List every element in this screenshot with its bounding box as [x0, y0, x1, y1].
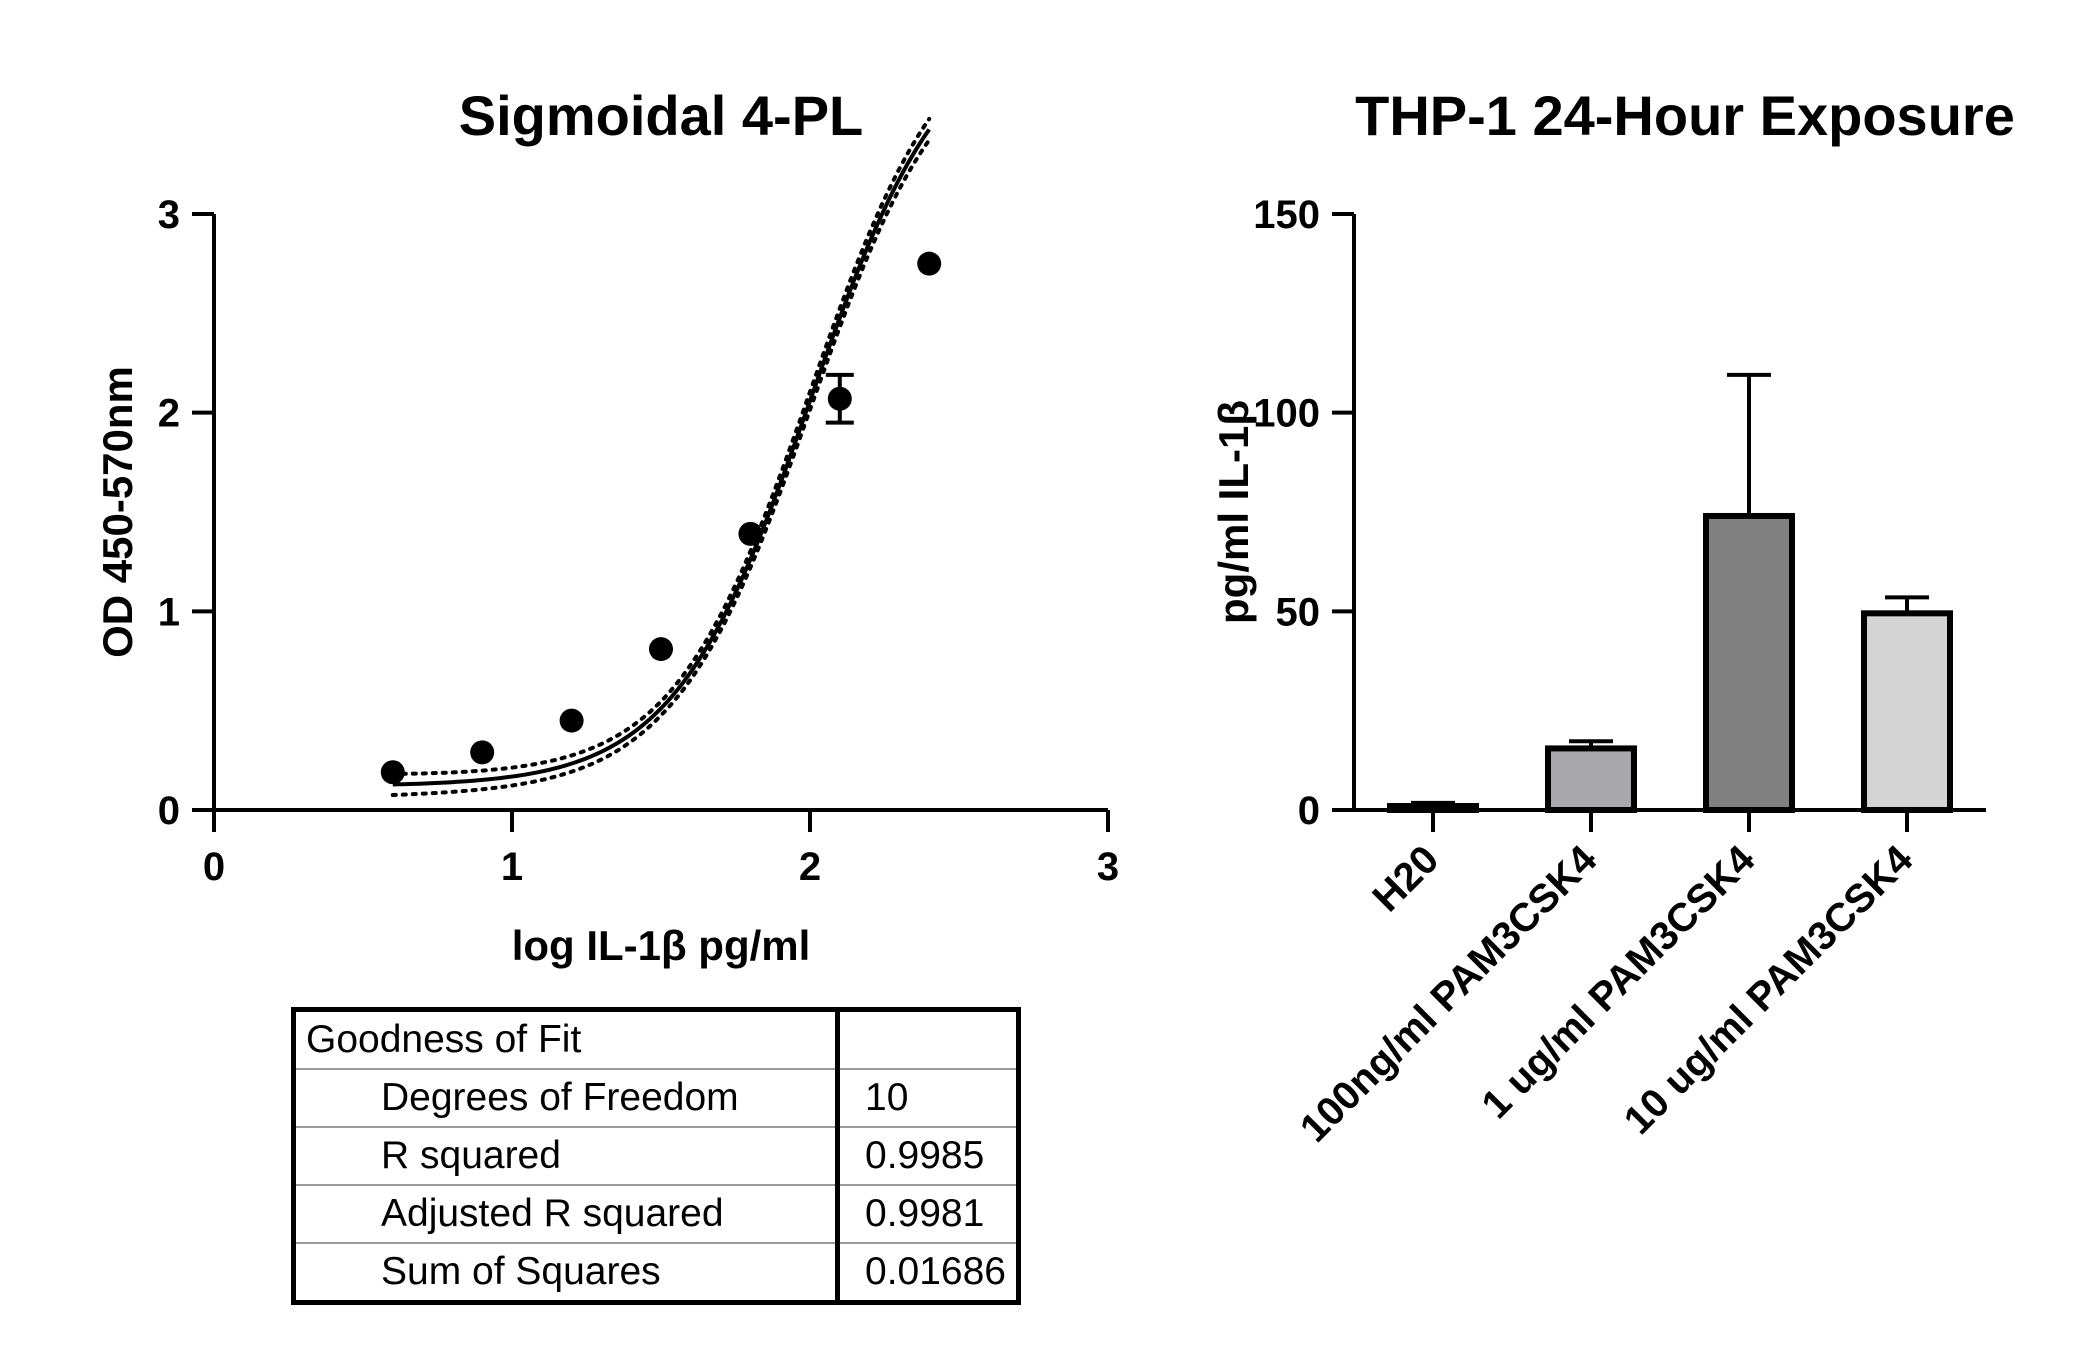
sigmoid-data-point [380, 760, 405, 785]
table-row: Adjusted R squared 0.9981 [292, 1184, 1020, 1244]
sigmoid-y-axis-label: OD 450-570nm [94, 366, 141, 658]
bar [1387, 803, 1479, 814]
fit-label: Degrees of Freedom [292, 1068, 841, 1128]
sigmoid-data-point [738, 521, 763, 546]
bar-chart: THP-1 24-Hour Exposure pg/ml IL-1β 0 50 10… [1210, 84, 2015, 1151]
bar-y-tick-label: 150 [1253, 193, 1320, 237]
bar-y-axis-label: pg/ml IL-1β [1210, 400, 1257, 624]
bar [1703, 512, 1795, 813]
bar [1545, 745, 1637, 813]
table-row: Degrees of Freedom 10 [292, 1068, 1020, 1128]
table-header: Goodness of Fit [292, 1008, 841, 1070]
sigmoid-lower-band [390, 138, 932, 797]
sigmoid-chart: Sigmoidal 4-PL OD 450-570nm log IL-1β pg… [94, 84, 1119, 969]
bar-y-tick-label: 50 [1276, 590, 1321, 634]
sigmoid-points [380, 251, 942, 785]
bar-category-label: 100ng/ml PAM3CSK4 [1292, 837, 1606, 1151]
bar-category-label: 10 ug/ml PAM3CSK4 [1616, 837, 1922, 1143]
sigmoid-confidence-band [390, 116, 932, 797]
fit-value: 0.9981 [836, 1184, 1020, 1244]
fit-label: Sum of Squares [292, 1242, 841, 1304]
sigmoid-axes: 0 1 2 3 0 1 2 3 [158, 193, 1119, 889]
bar-y-tick-label: 100 [1253, 392, 1320, 436]
sigmoid-data-point [827, 386, 852, 411]
sigmoid-data-point [649, 637, 673, 662]
bar-y-tick-label: 0 [1298, 789, 1320, 833]
sigmoid-y-tick-label: 0 [158, 789, 180, 833]
table-header-empty [836, 1008, 1020, 1070]
sigmoid-upper-band [390, 116, 932, 776]
sigmoid-chart-title: Sigmoidal 4-PL [459, 84, 864, 147]
table-row: Goodness of Fit [292, 1008, 1020, 1070]
sigmoid-x-tick-label: 2 [799, 845, 821, 889]
bar-chart-title: THP-1 24-Hour Exposure [1355, 84, 2015, 147]
bar-series [1387, 372, 1953, 814]
sigmoid-y-tick-label: 2 [158, 392, 180, 436]
sigmoid-y-tick-label: 1 [158, 590, 180, 634]
sigmoid-x-tick-label: 1 [501, 845, 523, 889]
table-row: R squared 0.9985 [292, 1126, 1020, 1186]
sigmoid-data-point [470, 740, 495, 765]
sigmoid-x-tick-label: 3 [1097, 845, 1119, 889]
fit-value: 10 [836, 1068, 1020, 1128]
sigmoid-data-point [917, 251, 942, 276]
fit-label: R squared [292, 1126, 841, 1186]
fit-value: 0.01686 [836, 1242, 1020, 1304]
sigmoid-fit-curve [392, 128, 931, 787]
goodness-of-fit-table: Goodness of Fit Degrees of Freedom 10 R … [291, 1007, 1021, 1305]
sigmoid-x-axis-label: log IL-1β pg/ml [512, 922, 811, 969]
sigmoid-x-tick-label: 0 [203, 845, 225, 889]
bar [1861, 610, 1953, 813]
fit-label: Adjusted R squared [292, 1184, 841, 1244]
sigmoid-data-point [559, 708, 584, 733]
table-row: Sum of Squares 0.01686 [292, 1242, 1020, 1304]
bar-category-label: H20 [1364, 837, 1447, 920]
sigmoid-y-tick-label: 3 [158, 193, 180, 237]
bar-category-label: 1 ug/ml PAM3CSK4 [1473, 837, 1763, 1127]
fit-value: 0.9985 [836, 1126, 1020, 1186]
